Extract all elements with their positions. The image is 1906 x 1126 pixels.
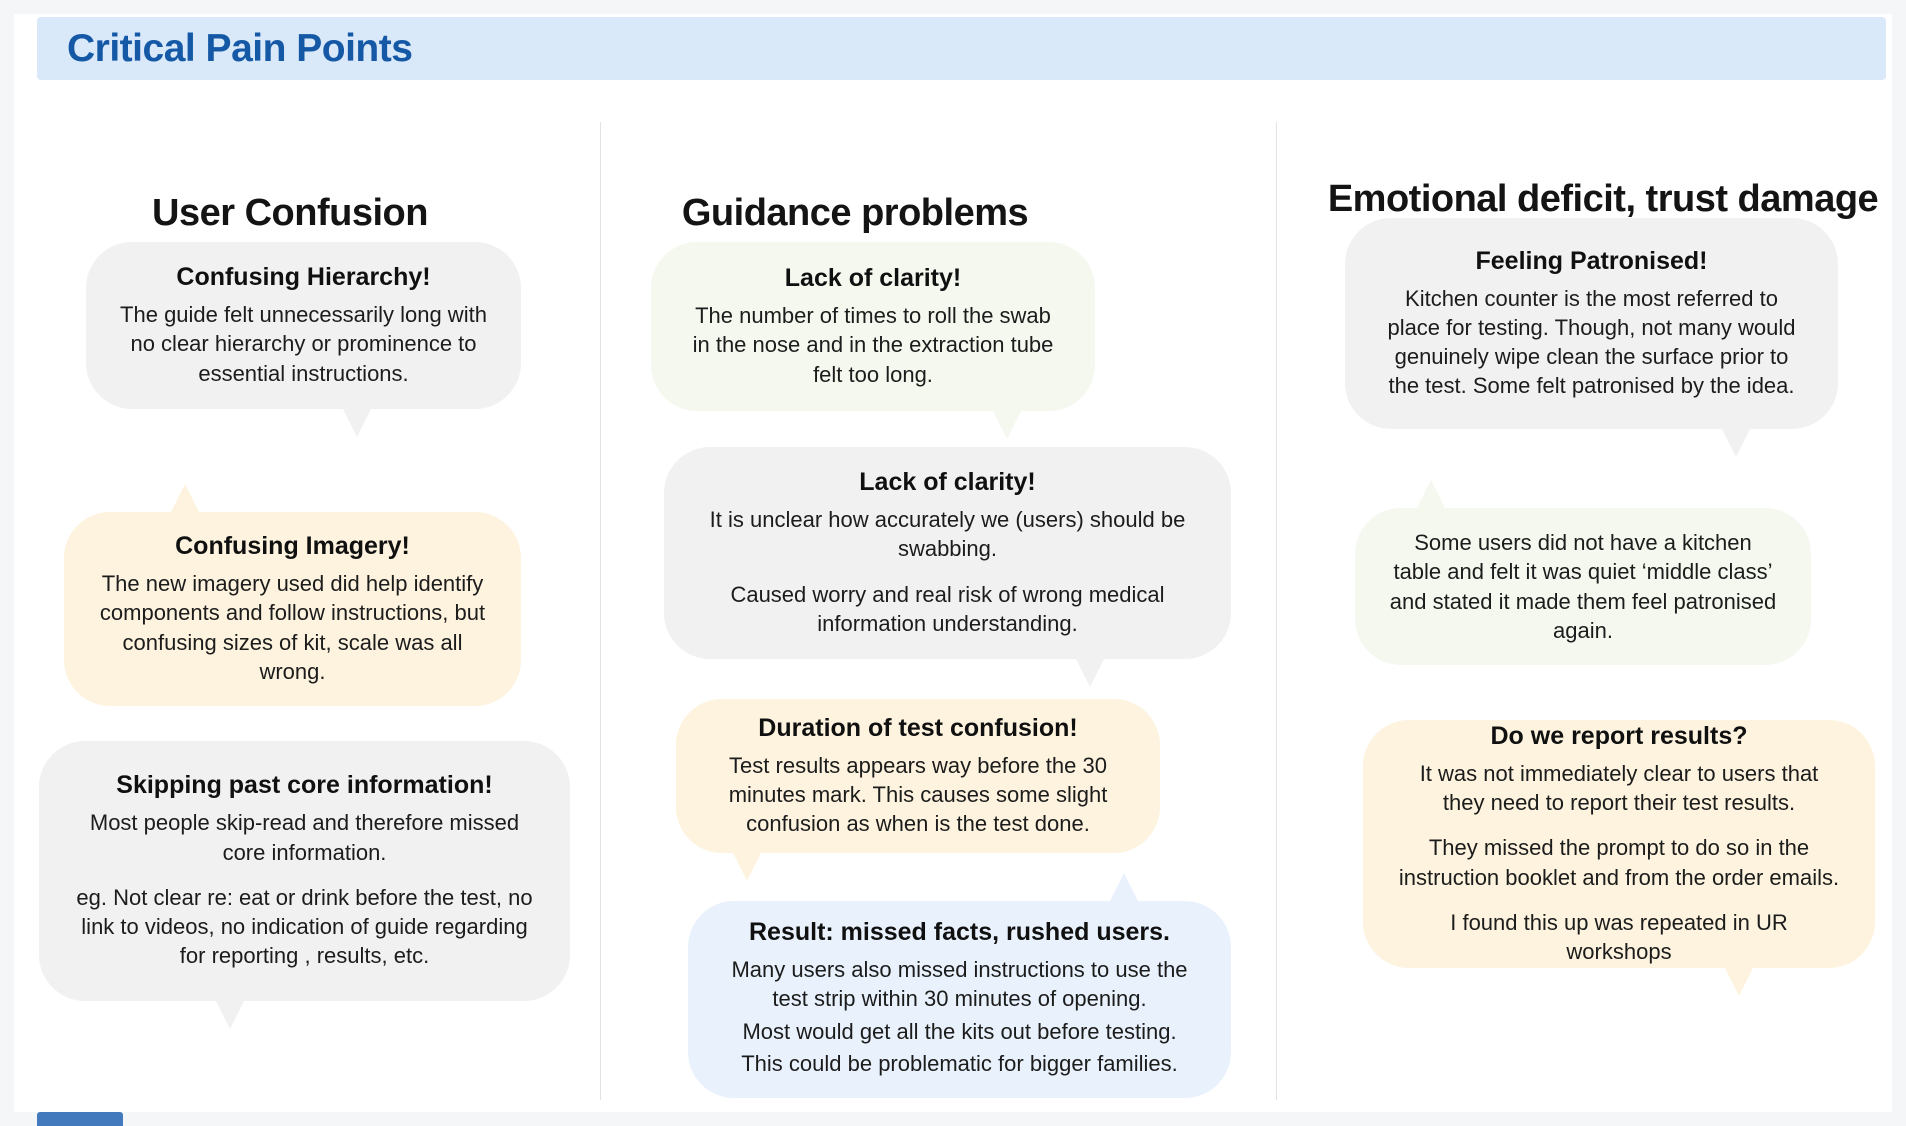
bubble-tail [991, 407, 1023, 439]
speech-bubble-report-results: Do we report results? It was not immedia… [1363, 720, 1875, 996]
speech-bubble-lack-of-clarity-2: Lack of clarity! It is unclear how accur… [664, 447, 1231, 687]
bubble-title: Do we report results? [1490, 721, 1748, 750]
bubble-text: The guide felt unnecessarily long with n… [120, 302, 487, 386]
page-title-banner: Critical Pain Points [37, 17, 1886, 80]
bubble-text: Caused worry and real risk of wrong medi… [730, 581, 1165, 636]
bubble-title: Skipping past core information! [116, 771, 493, 800]
speech-bubble-missed-facts-rushed-users: Result: missed facts, rushed users. Many… [688, 873, 1231, 1098]
bubble-tail [731, 849, 763, 881]
bubble-text: Kitchen counter is the most referred to … [1387, 285, 1796, 399]
bubble-text: Some users did not have a kitchen table … [1389, 530, 1777, 643]
bubble-tail [341, 405, 373, 437]
bubble-tail [1108, 873, 1140, 905]
bubble-text: I found this up was repeated in UR works… [1450, 909, 1788, 964]
bubble-text: Many users also missed instructions to u… [731, 957, 1188, 1012]
bubble-tail [1415, 480, 1447, 512]
speech-bubble-skipping-core-information: Skipping past core information! Most peo… [39, 741, 570, 1029]
speech-bubble-confusing-hierarchy: Confusing Hierarchy! The guide felt unne… [86, 242, 521, 437]
page-title: Critical Pain Points [67, 26, 413, 70]
bubble-text: It was not immediately clear to users th… [1419, 760, 1819, 815]
bubble-text: They missed the prompt to do so in the i… [1398, 835, 1840, 890]
bubble-text: The number of times to roll the swab in … [692, 303, 1054, 387]
bubble-tail [1723, 964, 1755, 996]
speech-bubble-confusing-imagery: Confusing Imagery! The new imagery used … [64, 484, 521, 706]
column-heading-user-confusion: User Confusion [152, 191, 428, 234]
speech-bubble-feeling-patronised: Feeling Patronised! Kitchen counter is t… [1345, 218, 1838, 457]
bubble-text: eg. Not clear re: eat or drink before th… [76, 884, 533, 969]
column-divider-2 [1276, 122, 1277, 1100]
bubble-text: This could be problematic for bigger fam… [741, 1050, 1178, 1076]
bubble-text: Test results appears way before the 30 m… [728, 752, 1108, 837]
bubble-text: Most people skip-read and therefore miss… [89, 810, 520, 865]
bubble-tail [1720, 425, 1752, 457]
bubble-title: Result: missed facts, rushed users. [749, 918, 1170, 946]
bubble-tail [214, 997, 246, 1029]
column-divider-1 [600, 122, 601, 1100]
bubble-title: Lack of clarity! [784, 264, 962, 293]
bubble-title: Lack of clarity! [859, 468, 1036, 496]
bubble-text: Most would get all the kits out before t… [742, 1018, 1177, 1044]
bubble-title: Confusing Hierarchy! [176, 263, 431, 292]
column-heading-emotional-deficit: Emotional deficit, trust damage [1327, 177, 1879, 220]
bubble-title: Feeling Patronised! [1475, 246, 1708, 275]
bubble-text: The new imagery used did help identify c… [99, 571, 486, 684]
column-heading-guidance-problems: Guidance problems [681, 191, 1029, 234]
next-section-banner-partial [37, 1112, 123, 1126]
bubble-title: Confusing Imagery! [175, 532, 410, 560]
bubble-tail [169, 484, 201, 516]
speech-bubble-duration-confusion: Duration of test confusion! Test results… [676, 699, 1160, 881]
speech-bubble-lack-of-clarity-1: Lack of clarity! The number of times to … [651, 242, 1095, 439]
bubble-title: Duration of test confusion! [758, 713, 1078, 742]
bubble-tail [1074, 655, 1106, 687]
speech-bubble-no-kitchen-table: Some users did not have a kitchen table … [1355, 480, 1811, 665]
bubble-text: It is unclear how accurately we (users) … [709, 507, 1186, 562]
